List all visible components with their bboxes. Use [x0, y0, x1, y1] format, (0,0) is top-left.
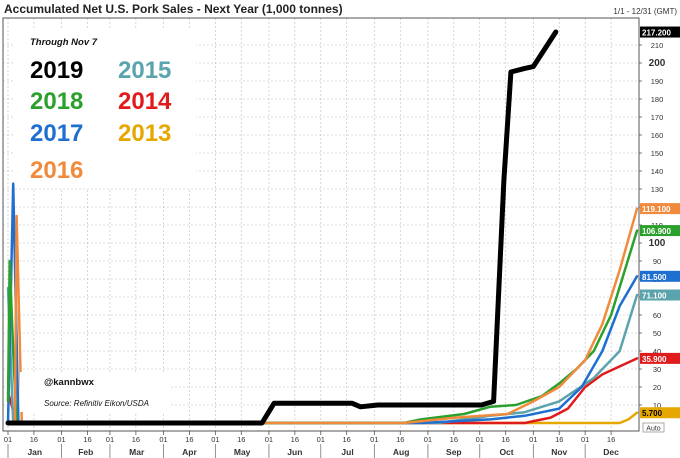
date-range: 1/1 - 12/31 (GMT)	[613, 7, 677, 16]
x-tick-label: 01	[317, 435, 325, 444]
legend-entry-2014: 2014	[118, 88, 172, 115]
y-tick-label: 160	[651, 131, 664, 140]
x-tick-label: 01	[57, 435, 65, 444]
x-tick-label: 16	[501, 435, 509, 444]
legend-entry-2019: 2019	[30, 57, 83, 84]
y-tick-label: 90	[653, 257, 661, 266]
y-tick-label: 140	[651, 167, 664, 176]
x-tick-label: 01	[4, 435, 12, 444]
auto-button-label: Auto	[646, 426, 661, 433]
legend-entry-2017: 2017	[30, 120, 83, 147]
last-value-badge-2013	[640, 407, 680, 419]
month-label: Apr	[182, 447, 197, 457]
last-value-labels: 217.200 106.900 81.500 119.100 71.100 35.900 5…	[640, 26, 680, 419]
month-label: Oct	[499, 447, 513, 457]
y-tick-label: 40	[653, 347, 661, 356]
last-value-badge-2017	[640, 270, 680, 282]
annotation-source: Source: Refinitiv Eikon/USDA	[44, 399, 149, 408]
x-tick-label: 16	[237, 435, 245, 444]
y-tick-label: 130	[651, 185, 664, 194]
y-tick-label: 20	[653, 383, 661, 392]
last-value-badge-2015	[640, 289, 680, 301]
series-line-2019	[5, 29, 559, 426]
last-value-label-2018: 106.900	[642, 227, 671, 236]
y-tick-label: 10	[653, 401, 661, 410]
month-label: Jul	[341, 447, 353, 457]
x-tick-label: 16	[83, 435, 91, 444]
x-tick-label: 16	[185, 435, 193, 444]
x-tick-label: 01	[581, 435, 589, 444]
x-tick-label: 16	[555, 435, 563, 444]
legend: Through Nov 7 2019 2015 2018 2014 2017 2…	[14, 30, 196, 188]
last-value-label-2013: 5.700	[642, 409, 663, 418]
last-value-label-2019: 217.200	[642, 29, 671, 38]
x-tick-label: 01	[106, 435, 114, 444]
x-tick-label: 16	[291, 435, 299, 444]
x-tick-label: 01	[265, 435, 273, 444]
annotation-background	[20, 372, 170, 412]
last-value-label-2014: 35.900	[642, 355, 667, 364]
y-tick-label: 190	[651, 77, 664, 86]
x-tick-label: 01	[424, 435, 432, 444]
last-value-badge-2018	[640, 225, 680, 237]
month-label: Mar	[129, 447, 145, 457]
y-tick-label: 210	[651, 41, 664, 50]
y-tick-label: 60	[653, 311, 661, 320]
x-tick-label: 16	[607, 435, 615, 444]
x-tick-label: 16	[343, 435, 351, 444]
auto-button[interactable]	[642, 422, 665, 433]
last-value-badge-2019	[640, 26, 680, 38]
legend-note: Through Nov 7	[30, 37, 98, 48]
y-tick-label: 170	[651, 113, 664, 122]
x-tick-label: 16	[396, 435, 404, 444]
month-label: Aug	[393, 447, 410, 457]
last-value-label-2017: 81.500	[642, 273, 667, 282]
last-value-badge-2014	[640, 352, 680, 364]
series-lines	[5, 29, 639, 426]
y-tick-label: 100	[649, 238, 666, 249]
month-label: Nov	[551, 447, 567, 457]
x-tick-label: 16	[30, 435, 38, 444]
last-value-label-2016: 119.100	[642, 205, 671, 214]
x-tick-label: 16	[450, 435, 458, 444]
x-tick-label: 01	[476, 435, 484, 444]
series-line-2016	[6, 207, 639, 425]
x-tick-label: 01	[529, 435, 537, 444]
y-tick-label: 200	[649, 58, 666, 69]
x-tick-label: 16	[132, 435, 140, 444]
y-tick-label: 30	[653, 365, 661, 374]
month-label: Dec	[603, 447, 619, 457]
month-label: May	[234, 447, 251, 457]
y-tick-label: 50	[653, 329, 661, 338]
chart-title: Accumulated Net U.S. Pork Sales - Next Y…	[4, 2, 343, 16]
last-value-badge-2016	[640, 203, 680, 215]
x-tick-label: 01	[159, 435, 167, 444]
legend-entry-2016: 2016	[30, 157, 83, 184]
legend-entry-2018: 2018	[30, 88, 83, 115]
month-label: Jan	[27, 447, 42, 457]
last-value-label-2015: 71.100	[642, 292, 667, 301]
legend-entry-2013: 2013	[118, 120, 171, 147]
y-tick-label: 150	[651, 149, 664, 158]
x-axis: 01 16 01 16 01 16 01 16 01 16 01 16 01 16 01 16 01 16 01 16…	[4, 431, 619, 458]
x-tick-label: 01	[211, 435, 219, 444]
month-label: Feb	[78, 447, 93, 457]
legend-entry-2015: 2015	[118, 57, 171, 84]
y-tick-label: 180	[651, 95, 664, 104]
annotation-handle: @kannbwx	[44, 377, 95, 388]
month-label: Jun	[287, 447, 302, 457]
legend-background	[14, 30, 196, 188]
month-label: Sep	[446, 447, 462, 457]
x-tick-label: 01	[370, 435, 378, 444]
